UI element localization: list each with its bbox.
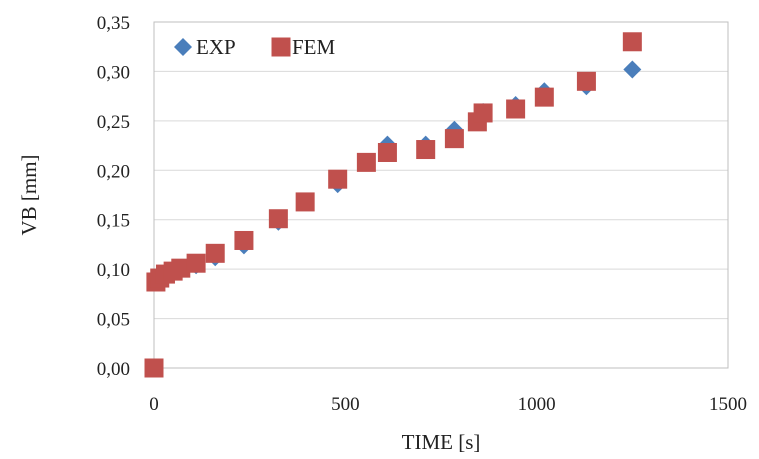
data-series <box>144 32 642 378</box>
x-axis-ticks: 0 500 1000 1500 <box>149 394 747 415</box>
plot-area <box>153 21 729 369</box>
y-axis-ticks: 0,00 0,05 0,10 0,15 0,20 0,25 0,30 0,35 <box>97 13 130 380</box>
legend-label-exp: EXP <box>196 35 236 59</box>
square-point-fem <box>534 87 554 107</box>
x-axis-title: TIME [s] <box>402 430 481 454</box>
square-point-fem <box>205 243 225 263</box>
square-point-fem <box>186 253 206 273</box>
square-point-fem <box>268 209 288 229</box>
y-tick-label: 0,10 <box>97 260 130 281</box>
square-point-fem <box>356 152 376 172</box>
y-tick-label: 0,25 <box>97 112 130 133</box>
legend-marker-fem <box>271 37 291 57</box>
y-tick-label: 0,35 <box>97 13 130 34</box>
x-tick-label: 500 <box>331 394 360 415</box>
legend-label-fem: FEM <box>292 35 336 59</box>
square-point-fem <box>506 99 526 119</box>
diamond-point-exp <box>623 60 642 79</box>
x-tick-label: 1500 <box>709 394 747 415</box>
series-fem <box>144 32 642 378</box>
y-tick-label: 0,15 <box>97 211 130 232</box>
y-tick-label: 0,00 <box>97 359 130 380</box>
square-point-fem <box>234 230 254 250</box>
x-tick-label: 0 <box>149 394 159 415</box>
legend-marker-exp <box>174 38 192 56</box>
y-tick-label: 0,20 <box>97 161 130 182</box>
y-tick-label: 0,05 <box>97 310 130 331</box>
square-point-fem <box>171 258 191 278</box>
gridlines <box>154 21 728 369</box>
y-tick-label: 0,30 <box>97 62 130 83</box>
square-point-fem <box>416 140 436 160</box>
square-point-fem <box>377 142 397 162</box>
square-point-fem <box>576 71 596 91</box>
y-axis-title: VB [mm] <box>17 154 41 235</box>
square-point-fem <box>473 103 493 123</box>
square-point-fem <box>622 32 642 52</box>
square-point-fem <box>444 129 464 149</box>
square-point-fem <box>295 192 315 212</box>
legend: EXP FEM <box>174 35 336 59</box>
x-tick-label: 1000 <box>518 394 556 415</box>
series-exp <box>145 60 642 377</box>
square-point-fem <box>144 358 164 378</box>
square-point-fem <box>328 169 348 189</box>
